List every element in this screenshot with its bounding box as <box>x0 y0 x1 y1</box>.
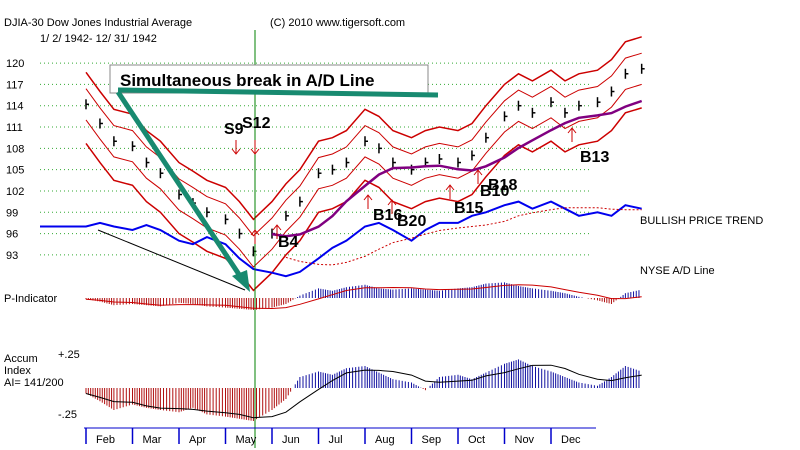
ad-line <box>40 200 642 278</box>
month-label: Feb <box>96 434 115 446</box>
month-label: May <box>236 434 257 446</box>
signal-s9: S9 <box>224 121 244 138</box>
y-tick-label: 108 <box>6 143 24 155</box>
ad-line-average <box>285 207 642 266</box>
month-label: Aug <box>375 434 395 446</box>
y-tick-label: 117 <box>6 79 24 91</box>
signal-arrow-head <box>272 224 282 231</box>
y-tick-label: 96 <box>6 229 18 241</box>
accum-label-2: Index <box>4 365 31 377</box>
signal-arrows <box>231 127 577 244</box>
ad-trendline <box>97 229 246 291</box>
band-line <box>85 107 642 292</box>
chart-title: DJIA-30 Dow Jones Industrial Average <box>4 17 192 29</box>
signal-arrow-head <box>473 169 483 176</box>
annotation-arrow <box>115 87 439 292</box>
signal-b18: B18 <box>488 177 517 194</box>
accum-index-average <box>85 364 642 419</box>
p-indicator-label: P-Indicator <box>4 293 58 305</box>
month-label: Sep <box>422 434 442 446</box>
signal-b4: B4 <box>278 234 299 251</box>
accum-index-bars <box>85 359 640 421</box>
accum-top-tick: +.25 <box>58 349 80 361</box>
copyright: (C) 2010 www.tigersoft.com <box>270 17 405 29</box>
month-axis: Feb Mar Apr May Jun Jul Aug Sep Oct Nov Dec <box>85 428 581 446</box>
annotation-text: Simultaneous break in A/D Line <box>120 71 374 90</box>
signal-arrow-head <box>445 184 455 191</box>
month-label: Apr <box>189 434 206 446</box>
signal-arrow-head <box>250 229 260 236</box>
month-label: Jun <box>282 434 300 446</box>
month-label: Dec <box>561 434 581 446</box>
y-tick-label: 102 <box>6 186 24 198</box>
y-tick-label: 93 <box>6 250 18 262</box>
bullish-trend-label: BULLISH PRICE TREND <box>640 215 763 227</box>
signal-b13: B13 <box>580 149 609 166</box>
p-indicator-bars <box>85 282 640 310</box>
month-label: Oct <box>468 434 485 446</box>
y-tick-label: 105 <box>6 165 24 177</box>
price-bars <box>85 63 645 257</box>
date-range: 1/ 2/ 1942- 12/ 31/ 1942 <box>40 33 157 45</box>
ad-line-label: NYSE A/D Line <box>640 265 715 277</box>
signal-arrow-head <box>250 148 260 155</box>
signal-b16: B16 <box>373 207 402 224</box>
signal-arrow-head <box>231 148 241 155</box>
signal-arrow-head <box>387 199 397 206</box>
month-label: Nov <box>515 434 535 446</box>
y-tick-label: 114 <box>6 101 24 113</box>
p-indicator-average <box>85 284 642 310</box>
band-line <box>85 83 642 268</box>
signal-b10: B10 <box>480 183 509 200</box>
signal-arrow-head <box>567 127 577 134</box>
signal-s12: S12 <box>242 115 271 132</box>
y-tick-label: 111 <box>6 122 23 134</box>
accum-ai: AI= 141/200 <box>4 377 64 389</box>
month-label: Jul <box>329 434 343 446</box>
y-tick-label: 99 <box>6 207 18 219</box>
price-bands <box>85 36 642 292</box>
moving-average-line <box>271 99 643 238</box>
signal-b20: B20 <box>397 213 426 230</box>
signal-arrow-head <box>363 194 373 201</box>
band-line <box>85 52 642 237</box>
accum-label-1: Accum <box>4 353 38 365</box>
y-tick-label: 120 <box>6 58 24 70</box>
accum-bottom-tick: -.25 <box>58 409 77 421</box>
signal-b15: B15 <box>454 200 483 217</box>
month-label: Mar <box>143 434 162 446</box>
band-line <box>85 36 642 221</box>
y-axis-ticks: 120 117 114 111 108 105 102 99 96 93 <box>6 58 24 262</box>
